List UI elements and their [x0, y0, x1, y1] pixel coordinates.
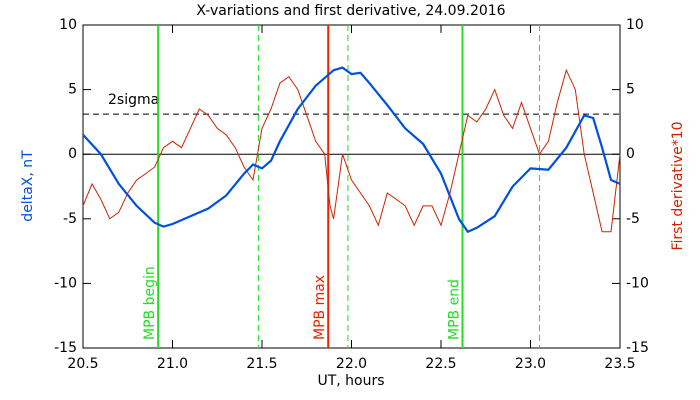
- y2-tick-label: -10: [626, 275, 649, 291]
- x-tick-label: 21.5: [246, 356, 277, 372]
- y-tick-label: 5: [68, 82, 77, 98]
- y-tick-label: 10: [59, 17, 77, 33]
- x-tick-label: 22.5: [425, 356, 456, 372]
- y-axis-label: deltaX, nT: [20, 150, 36, 222]
- series-line: [82, 66, 621, 234]
- event-label: MPB max: [312, 275, 328, 340]
- x-tick-label: 21.0: [157, 356, 188, 372]
- event-label: MPB begin: [142, 266, 158, 340]
- y2-axis-label: First derivative*10: [670, 121, 686, 250]
- series-line: [82, 68, 621, 233]
- x-tick-label: 20.5: [67, 356, 98, 372]
- x-tick-label: 22.0: [336, 356, 367, 372]
- y-tick-label: -10: [54, 275, 77, 291]
- event-label: MPB end: [446, 279, 462, 340]
- y-tick-label: 0: [68, 146, 77, 162]
- chart-title: X-variations and first derivative, 24.09…: [196, 3, 505, 19]
- y-tick-label: -5: [63, 211, 77, 227]
- y2-tick-label: 5: [626, 82, 635, 98]
- x-tick-label: 23.0: [515, 356, 546, 372]
- reference-label: 2sigma: [108, 92, 159, 108]
- x-tick-label: 23.5: [604, 356, 635, 372]
- y2-tick-label: 0: [626, 146, 635, 162]
- y2-tick-label: -15: [626, 340, 649, 356]
- y2-tick-label: 10: [626, 17, 644, 33]
- y2-tick-label: -5: [626, 211, 640, 227]
- x-axis-label: UT, hours: [317, 373, 384, 389]
- y-tick-label: -15: [54, 340, 77, 356]
